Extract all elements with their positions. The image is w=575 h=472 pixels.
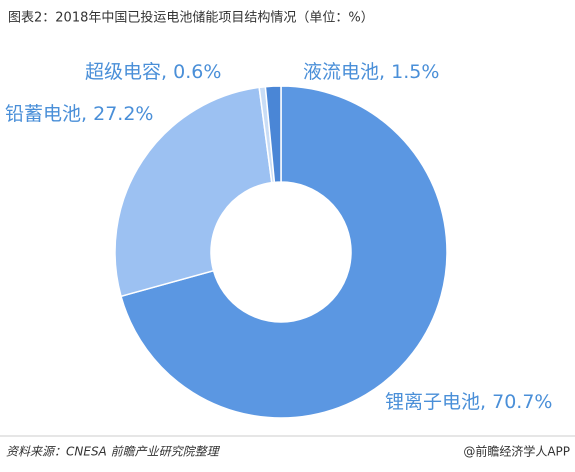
slice [264, 85, 282, 184]
data-label: 液流电池, 1.5% [303, 61, 439, 83]
category-name: 超级电容 [85, 61, 161, 83]
value-label: 70.7% [492, 391, 552, 413]
category-name: 铅蓄电池 [5, 103, 81, 125]
value-label: 27.2% [93, 103, 153, 125]
separator: , [480, 391, 492, 413]
category-name: 液流电池 [303, 61, 379, 83]
chart-title: 图表2：2018年中国已投运电池储能项目结构情况（单位：%） [8, 10, 374, 26]
data-label: 锂离子电池, 70.7% [385, 391, 552, 413]
category-name: 锂离子电池 [385, 391, 480, 413]
slice [120, 85, 448, 419]
value-label: 1.5% [391, 61, 439, 83]
data-label: 超级电容, 0.6% [85, 61, 221, 83]
source: 资料来源：CNESA 前瞻产业研究院整理 [6, 445, 221, 459]
separator: , [379, 61, 391, 83]
credit: @前瞻经济学人APP [463, 444, 570, 459]
value-label: 0.6% [173, 61, 221, 83]
separator: , [81, 103, 93, 125]
separator: , [161, 61, 173, 83]
data-label: 铅蓄电池, 27.2% [5, 103, 153, 125]
slice [114, 86, 273, 298]
